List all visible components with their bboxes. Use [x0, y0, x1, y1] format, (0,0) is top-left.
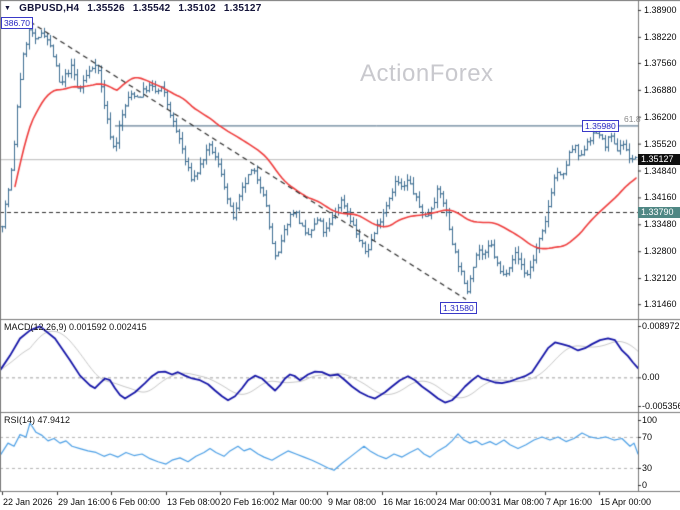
price-tick-label: 1.38220: [644, 31, 677, 42]
current-price-marker: 1.35127: [638, 153, 680, 165]
rsi-name: RSI(14): [4, 415, 36, 425]
time-tick-label: 6 Feb 00:00: [112, 497, 161, 507]
price-tick-label: 1.32120: [644, 273, 677, 284]
price-tick-label: 1.32800: [644, 246, 677, 257]
price-tick-label: 1.31460: [644, 299, 677, 310]
symbol-title: GBPUSD,H4: [19, 3, 80, 14]
price-tick-label: 1.37560: [644, 57, 677, 68]
rsi-tick-label: 0: [642, 480, 648, 490]
price-tick-label: 1.38900: [644, 4, 677, 15]
macd-tick-label: 0.00: [642, 372, 660, 383]
time-tick-label: 13 Feb 08:00: [167, 497, 221, 507]
level-price-marker: 1.33790: [638, 206, 680, 218]
time-tick-label: 2 Mar 00:00: [274, 497, 323, 507]
time-tick-label: 16 Mar 16:00: [383, 497, 437, 507]
watermark: ActionForex: [360, 60, 494, 87]
price-tick-label: 1.36880: [644, 84, 677, 95]
symbol-dropdown-icon[interactable]: ▼: [4, 5, 12, 12]
time-tick-label: 9 Mar 08:00: [328, 497, 377, 507]
price-tick-label: 1.34840: [644, 165, 677, 176]
price-close: 1.35127: [223, 3, 262, 14]
fib-percent-label: 61.8: [624, 113, 641, 124]
time-tick-label: 22 Jan 2026: [3, 497, 53, 507]
time-tick-label: 29 Jan 16:00: [58, 497, 111, 507]
macd-value-main: 0.001592: [69, 322, 107, 332]
price-high: 1.35542: [132, 3, 171, 14]
trendline-start-label[interactable]: 386.70: [1, 16, 33, 29]
rsi-tick-label: 70: [642, 431, 653, 442]
rsi-indicator-label: RSI(14) 47.9412: [4, 415, 70, 426]
rsi-tick-label: 100: [642, 415, 658, 425]
rsi-value: 47.9412: [37, 415, 71, 425]
price-tick-label: 1.36200: [644, 111, 677, 122]
macd-tick-label: -0.005356: [642, 401, 680, 411]
macd-value-signal: 0.002415: [109, 322, 147, 332]
rsi-tick-label: 30: [642, 462, 653, 473]
trendline-end-label[interactable]: 1.31580: [440, 302, 477, 315]
macd-indicator-label: MACD(12,26,9) 0.001592 0.002415: [4, 322, 147, 333]
time-tick-label: 24 Mar 00:00: [437, 497, 491, 507]
price-low: 1.35102: [178, 3, 216, 14]
price-tick-label: 1.35520: [644, 138, 677, 149]
time-tick-label: 7 Apr 16:00: [546, 497, 593, 507]
macd-tick-label: 0.008972: [642, 321, 680, 331]
price-tick-label: 1.34160: [644, 192, 677, 203]
time-tick-label: 20 Feb 16:00: [221, 497, 275, 507]
macd-name: MACD(12,26,9): [4, 322, 67, 332]
chart-header: ▼ GBPUSD,H4 1.35526 1.35542 1.35102 1.35…: [4, 3, 266, 14]
price-open: 1.35526: [87, 3, 125, 14]
time-tick-label: 31 Mar 08:00: [491, 497, 545, 507]
fib-price-label[interactable]: 1.35980: [582, 119, 619, 132]
time-tick-label: 15 Apr 00:00: [600, 497, 652, 507]
price-tick-label: 1.33480: [644, 219, 677, 230]
